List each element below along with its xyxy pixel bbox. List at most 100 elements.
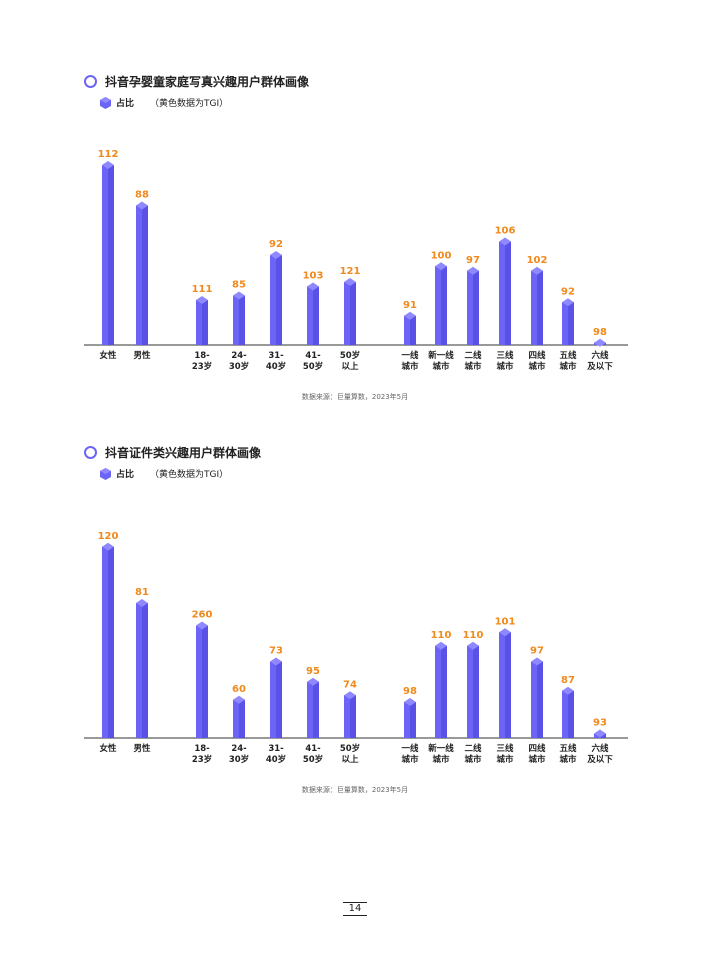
category-label: 一线 [401,743,419,754]
tgi-label: 106 [495,226,516,237]
category-label: 城市 [528,754,546,765]
tgi-label: 87 [561,675,575,686]
category-label: 女性 [99,350,117,361]
category-label: 二线 [464,350,482,361]
bar-女性 [102,542,114,738]
tgi-label: 101 [495,616,516,627]
category-label: 23岁 [192,361,212,372]
category-label: 四线 [528,350,546,361]
tgi-label: 97 [530,646,544,657]
title-bullet-icon [84,75,97,88]
category-label: 城市 [496,754,514,765]
category-label: 30岁 [229,361,249,372]
chart-1-plot: 112 女性 88 男性 111 18-23岁 85 24-30岁 92 31-40岁 103 41-… [84,149,628,372]
category-label: 二线 [464,743,482,754]
chart-2-legend-label: 占比 [116,470,135,480]
bar-五线城市 [562,686,574,738]
bar-四线城市 [531,657,543,738]
bar-24-30岁 [233,291,245,345]
category-label: 31- [268,744,284,754]
category-label: 41- [305,351,321,361]
tgi-label: 120 [98,531,119,542]
chart-2-legend-note: （黄色数据为TGI） [150,470,229,480]
tgi-label: 91 [403,300,417,311]
tgi-label: 260 [192,610,213,621]
tgi-label: 73 [269,646,283,657]
category-label: 40岁 [266,361,286,372]
category-label: 50岁 [303,754,323,765]
category-label: 五线 [559,743,577,754]
bar-41-50岁 [307,677,319,738]
chart-2-plot: 120女性81男性26018-23岁6024-30岁7331-40岁9541-5… [84,531,628,765]
category-label: 六线 [591,350,609,361]
category-label: 31- [268,351,284,361]
category-label: 41- [305,744,321,754]
category-label: 四线 [528,743,546,754]
tgi-label: 98 [403,686,417,697]
category-label: 城市 [464,361,482,372]
bar-18-23岁 [196,621,208,738]
category-label: 六线 [591,743,609,754]
page-number: 14 [343,903,367,916]
category-label: 以上 [341,361,359,372]
tgi-label: 112 [98,149,119,160]
bar-一线城市 [404,698,416,738]
legend-cube-icon [100,467,111,480]
category-label: 50岁 [340,743,360,754]
bar-41-50岁 [307,282,319,345]
category-label: 男性 [133,350,151,361]
bar-三线城市 [499,237,511,345]
bar-31-40岁 [270,251,282,345]
chart-1-title: 抖音孕婴童家庭写真兴趣用户群体画像 [105,75,310,89]
tgi-label: 103 [303,271,324,282]
bar-50岁以上 [344,691,356,738]
bar-男性 [136,599,148,738]
category-label: 女性 [99,743,117,754]
category-label: 50岁 [303,361,323,372]
category-label: 以上 [341,754,359,765]
bar-三线城市 [499,628,511,738]
title-bullet-icon [84,446,97,459]
category-label: 及以下 [587,755,613,765]
category-label: 城市 [432,754,450,765]
tgi-label: 93 [593,718,607,729]
tgi-label: 74 [343,679,357,690]
category-label: 一线 [401,350,419,361]
category-label: 城市 [528,361,546,372]
category-label: 五线 [559,350,577,361]
tgi-label: 111 [192,284,213,295]
category-label: 18- [194,351,210,361]
tgi-label: 121 [340,266,361,277]
bar-六线及以下 [594,338,606,347]
bar-18-23岁 [196,296,208,345]
bar-新一线城市 [435,641,447,738]
chart-1-legend-label: 占比 [116,99,135,109]
category-label: 30岁 [229,754,249,765]
tgi-label: 81 [135,587,149,598]
chart-2-title-row: 抖音证件类兴趣用户群体画像 [84,444,261,461]
bar-31-40岁 [270,657,282,738]
bar-六线及以下 [594,729,606,738]
bar-24-30岁 [233,695,245,738]
tgi-label: 92 [561,286,575,297]
page-number-rule [343,902,367,903]
category-label: 城市 [464,754,482,765]
chart-1-source: 数据来源：巨量算数，2023年5月 [301,393,409,401]
chart-2-legend: 占比 （黄色数据为TGI） [100,467,228,480]
category-label: 50岁 [340,350,360,361]
tgi-label: 95 [306,666,320,677]
bar-二线城市 [467,641,479,738]
legend-cube-icon [100,96,111,109]
tgi-label: 98 [593,327,607,338]
tgi-label: 60 [232,684,246,695]
category-label: 城市 [559,754,577,765]
category-label: 40岁 [266,754,286,765]
tgi-label: 110 [431,630,452,641]
category-label: 及以下 [587,362,613,372]
bar-四线城市 [531,266,543,345]
chart-1-title-row: 抖音孕婴童家庭写真兴趣用户群体画像 [84,73,309,90]
tgi-label: 97 [466,255,480,266]
tgi-label: 100 [431,250,452,261]
bar-二线城市 [467,266,479,345]
category-label: 城市 [559,361,577,372]
